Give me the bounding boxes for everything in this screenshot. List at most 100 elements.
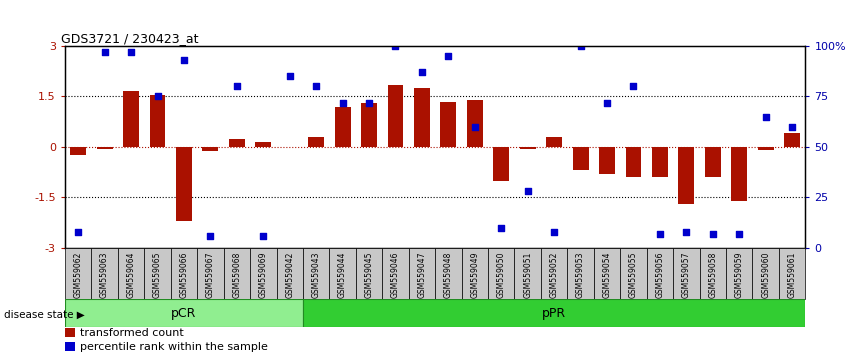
Text: GSM559047: GSM559047 [417, 252, 426, 298]
Text: GSM559061: GSM559061 [788, 252, 797, 298]
Bar [599, 147, 615, 174]
Bar [92, 248, 118, 299]
Point [759, 114, 772, 120]
Bar [467, 100, 482, 147]
Bar [145, 248, 171, 299]
Point [151, 94, 165, 99]
Point [442, 53, 456, 59]
Text: GSM559058: GSM559058 [708, 252, 717, 298]
Bar [753, 248, 779, 299]
Text: GSM559049: GSM559049 [470, 252, 479, 298]
Point [573, 43, 587, 49]
Bar [176, 147, 192, 221]
Text: GSM559045: GSM559045 [365, 252, 373, 298]
Bar [567, 248, 594, 299]
Text: GSM559062: GSM559062 [74, 252, 82, 298]
Text: GSM559068: GSM559068 [232, 252, 242, 298]
Bar [229, 138, 245, 147]
Point [733, 231, 746, 236]
Point [547, 229, 561, 234]
Bar [329, 248, 356, 299]
Bar [678, 147, 695, 204]
Text: pCR: pCR [171, 307, 197, 320]
Bar [652, 147, 668, 177]
Bar [361, 103, 377, 147]
Point [177, 57, 191, 63]
Point [98, 49, 112, 55]
Text: GSM559055: GSM559055 [629, 252, 638, 298]
Point [653, 231, 667, 236]
Bar [276, 248, 303, 299]
Bar [572, 147, 589, 171]
Text: GSM559054: GSM559054 [603, 252, 611, 298]
Point [362, 100, 376, 105]
Bar [203, 147, 218, 151]
Text: GSM559043: GSM559043 [312, 252, 320, 298]
Text: GSM559044: GSM559044 [338, 252, 347, 298]
Text: GSM559048: GSM559048 [444, 252, 453, 298]
Point [468, 124, 481, 130]
Text: pPR: pPR [542, 307, 566, 320]
Bar [65, 328, 75, 337]
Text: GSM559060: GSM559060 [761, 252, 770, 298]
Point [706, 231, 720, 236]
Point [785, 124, 799, 130]
Bar [197, 248, 223, 299]
Text: GSM559064: GSM559064 [126, 252, 136, 298]
Bar [388, 85, 404, 147]
Text: GSM559067: GSM559067 [206, 252, 215, 298]
Bar [409, 248, 435, 299]
Bar [123, 91, 139, 147]
Bar [356, 248, 382, 299]
Bar [255, 142, 271, 147]
Point [229, 84, 243, 89]
Text: GSM559051: GSM559051 [523, 252, 533, 298]
Bar [462, 248, 488, 299]
Bar [541, 248, 567, 299]
Text: GSM559046: GSM559046 [391, 252, 400, 298]
Bar [303, 248, 329, 299]
Bar [488, 248, 514, 299]
Bar [223, 248, 250, 299]
Text: GSM559065: GSM559065 [153, 252, 162, 298]
Bar [514, 248, 541, 299]
Bar [520, 147, 536, 149]
Point [600, 100, 614, 105]
Point [309, 84, 323, 89]
Bar [65, 342, 75, 351]
Bar [620, 248, 647, 299]
Text: disease state ▶: disease state ▶ [4, 309, 85, 319]
Bar [785, 133, 800, 147]
Bar [647, 248, 673, 299]
Point [494, 225, 508, 230]
Bar [546, 137, 562, 147]
Text: GSM559069: GSM559069 [259, 252, 268, 298]
Bar [70, 147, 86, 155]
Point [283, 74, 297, 79]
Text: GSM559057: GSM559057 [682, 252, 691, 298]
Bar [303, 299, 805, 327]
Bar [758, 147, 773, 150]
Bar [118, 248, 145, 299]
Text: GSM559063: GSM559063 [100, 252, 109, 298]
Bar [308, 137, 324, 147]
Bar [673, 248, 700, 299]
Bar [414, 88, 430, 147]
Bar [705, 147, 721, 177]
Point [415, 69, 429, 75]
Text: GSM559066: GSM559066 [179, 252, 189, 298]
Point [520, 188, 534, 194]
Text: GSM559042: GSM559042 [285, 252, 294, 298]
Bar [731, 147, 747, 201]
Bar [97, 147, 113, 149]
Text: GDS3721 / 230423_at: GDS3721 / 230423_at [61, 32, 199, 45]
Text: GSM559053: GSM559053 [576, 252, 585, 298]
Text: GSM559050: GSM559050 [497, 252, 506, 298]
Bar [700, 248, 726, 299]
Bar [494, 147, 509, 181]
Text: GSM559052: GSM559052 [550, 252, 559, 298]
Point [71, 229, 85, 234]
Point [256, 233, 270, 239]
Point [389, 43, 403, 49]
Point [124, 49, 138, 55]
